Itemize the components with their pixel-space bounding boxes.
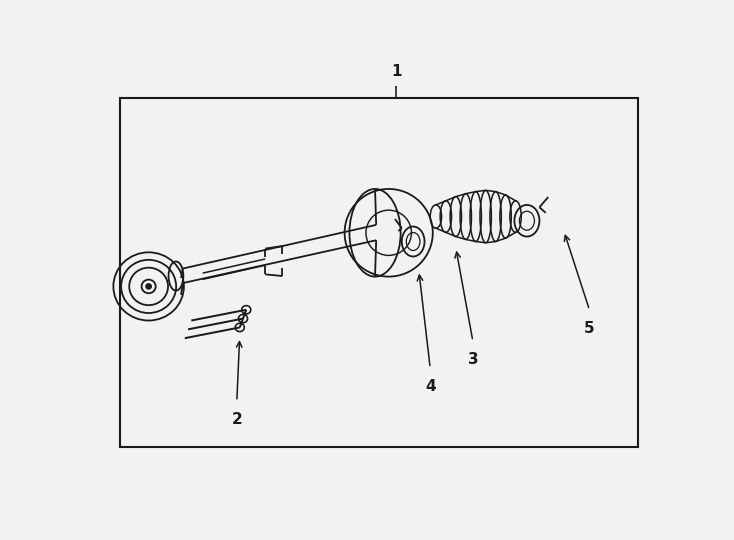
Text: 3: 3	[468, 352, 478, 367]
Text: 2: 2	[231, 412, 242, 427]
Bar	[120, 98, 638, 447]
Ellipse shape	[146, 284, 151, 289]
Text: 4: 4	[425, 379, 435, 394]
Text: 5: 5	[584, 321, 595, 335]
Text: 1: 1	[390, 64, 401, 79]
